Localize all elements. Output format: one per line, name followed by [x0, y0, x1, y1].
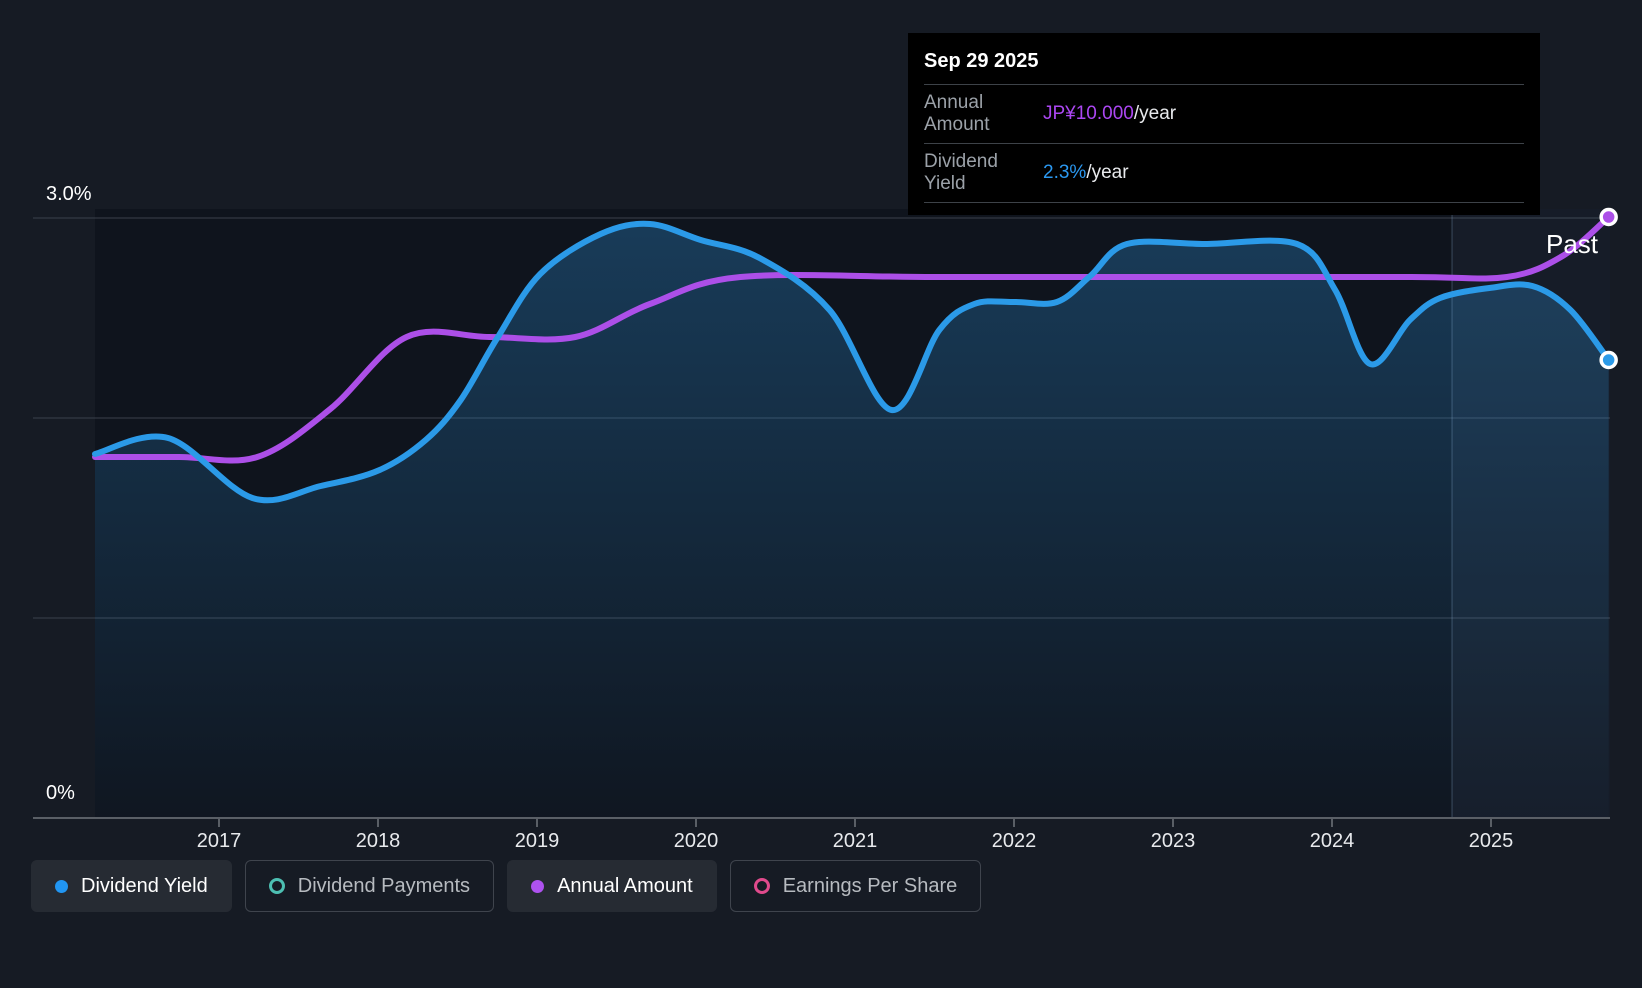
legend-button-earnings-per-share[interactable]: Earnings Per Share [729, 860, 982, 912]
legend-label: Dividend Payments [297, 874, 471, 897]
tooltip-value: 2.3% [1043, 162, 1087, 183]
x-axis-year-label: 2018 [355, 830, 401, 852]
y-axis-label-3pct: 3.0% [46, 183, 92, 205]
tooltip-row-annual-amount: Annual Amount JP¥10.000 /year [924, 84, 1524, 143]
dividend-yield-area [95, 223, 1609, 818]
x-axis-year-label: 2023 [1150, 830, 1196, 852]
legend-button-annual-amount[interactable]: Annual Amount [507, 860, 717, 912]
dividend-yield-end-marker[interactable] [1599, 350, 1618, 370]
x-axis-year-label: 2025 [1468, 830, 1514, 852]
tooltip-value-suffix: /year [1086, 162, 1129, 183]
x-axis-ticks [218, 818, 1492, 827]
annual-amount-line[interactable] [92, 214, 1612, 464]
x-axis-year-label: 2021 [832, 830, 878, 852]
earnings-per-share-ring-icon [753, 878, 770, 894]
annual-amount-end-marker[interactable] [1599, 207, 1618, 227]
x-axis-year-label: 2024 [1309, 830, 1355, 852]
chart-tooltip: Sep 29 2025 Annual Amount JP¥10.000 /yea… [908, 33, 1540, 215]
x-axis-year-label: 2022 [991, 830, 1037, 852]
legend-button-dividend-yield[interactable]: Dividend Yield [31, 860, 232, 912]
tooltip-label: Dividend Yield [924, 151, 998, 194]
tooltip-label: Annual Amount [924, 92, 990, 135]
x-axis-year-label: 2019 [514, 830, 560, 852]
legend: Dividend Yield Dividend Payments Annual … [31, 860, 982, 912]
dividend-yield-dot-icon [55, 879, 68, 893]
tooltip-value-suffix: /year [1133, 103, 1177, 124]
dividend-yield-line[interactable] [92, 220, 1612, 504]
legend-button-dividend-payments[interactable]: Dividend Payments [244, 860, 495, 912]
tooltip-date: Sep 29 2025 [924, 50, 1039, 72]
legend-label: Annual Amount [557, 874, 693, 897]
past-year-band [1452, 209, 1610, 818]
x-axis-year-label: 2017 [196, 830, 242, 852]
legend-label: Earnings Per Share [782, 874, 958, 897]
x-axis-year-label: 2020 [673, 830, 719, 852]
past-label: Past [1546, 229, 1599, 259]
x-axis-labels: 2017 2018 2019 2020 2021 2022 2023 2024 2025 [0, 830, 1642, 856]
annual-amount-dot-icon [531, 879, 545, 893]
tooltip-value: JP¥10.000 [1043, 103, 1134, 124]
legend-label: Dividend Yield [81, 874, 208, 897]
y-axis-label-0pct: 0% [46, 782, 75, 804]
dividend-payments-ring-icon [268, 878, 285, 894]
tooltip-row-dividend-yield: Dividend Yield 2.3% /year [924, 143, 1524, 203]
